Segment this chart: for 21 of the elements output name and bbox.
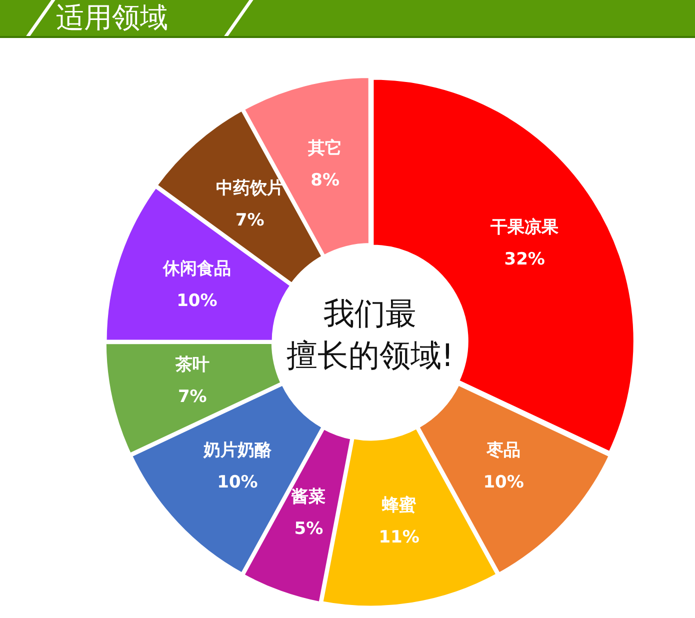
slice-label: 干果凉果 xyxy=(490,218,560,238)
data-label: 5% xyxy=(294,519,324,540)
slice-label: 枣品 xyxy=(486,440,521,460)
slice-label: 其它 xyxy=(307,138,342,159)
text: 擅长的领域! xyxy=(285,337,455,376)
data-label: 10% xyxy=(217,472,258,492)
data-label: 8% xyxy=(310,170,340,191)
data-label: 10% xyxy=(483,472,524,492)
slice-label: 中药饮片 xyxy=(216,178,284,199)
slice-label: 酱菜 xyxy=(290,487,326,508)
slice-label: 茶叶 xyxy=(174,355,210,376)
data-label: 32% xyxy=(504,250,545,270)
data-label: 7% xyxy=(178,387,207,408)
slice-label: 奶片奶酪 xyxy=(202,440,272,460)
text: 我们最 xyxy=(322,295,418,334)
data-label: 10% xyxy=(176,291,218,312)
data-label: 11% xyxy=(378,528,420,548)
chart-title: 适用领域 xyxy=(56,1,168,35)
slice-label: 蜂蜜 xyxy=(381,494,418,516)
slice-label: 休闲食品 xyxy=(162,259,231,280)
data-label: 7% xyxy=(235,210,264,231)
